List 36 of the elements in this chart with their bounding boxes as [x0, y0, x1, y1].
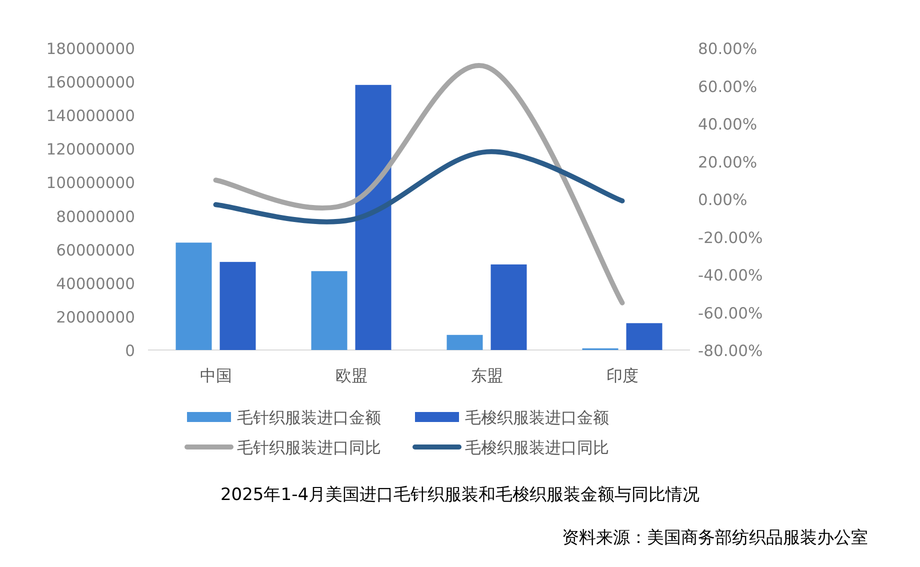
y-tick-label: 80000000 [56, 208, 135, 226]
y2-tick-label: 80.00% [698, 40, 758, 58]
x-tick-label: 中国 [200, 366, 232, 385]
bar [311, 271, 348, 350]
text: 2025年1-4月美国进口毛针织服装和毛梭织服装金额与同比情况 [220, 485, 700, 505]
y2-tick-label: -40.00% [698, 266, 763, 284]
x-tick-label: 东盟 [470, 366, 503, 385]
legend-label: 毛针织服装进口金额 [237, 408, 381, 427]
y-tick-label: 20000000 [56, 308, 135, 326]
y2-tick-label: 20.00% [698, 153, 758, 172]
y-tick-label: 100000000 [46, 174, 135, 192]
bar [446, 334, 483, 350]
bar [220, 262, 256, 350]
y-tick-label: 60000000 [56, 241, 135, 260]
y-tick-label: 120000000 [46, 140, 135, 159]
legend-label: 毛梭织服装进口金额 [465, 408, 609, 427]
y2-tick-label: 40.00% [698, 116, 758, 134]
bar [490, 264, 527, 350]
y-tick-label: 140000000 [46, 107, 135, 126]
bar [355, 84, 392, 350]
y2-tick-label: 0.00% [698, 191, 748, 209]
y-tick-label: 0 [125, 342, 135, 360]
text: 资料来源：美国商务部纺织品服装办公室 [562, 528, 868, 548]
y-tick-label: 180000000 [46, 40, 135, 58]
y-tick-label: 160000000 [46, 74, 135, 92]
x-tick-label: 欧盟 [335, 366, 368, 385]
legend-label: 毛针织服装进口同比 [237, 438, 381, 457]
y2-tick-label: -20.00% [698, 228, 763, 247]
y2-tick-label: -80.00% [698, 342, 763, 360]
legend-label: 毛梭织服装进口同比 [465, 438, 609, 457]
y2-tick-label: 60.00% [698, 78, 758, 96]
bar [626, 323, 662, 350]
y-tick-label: 40000000 [56, 274, 135, 293]
bar [176, 242, 212, 350]
y2-tick-label: -60.00% [698, 304, 763, 322]
x-tick-label: 印度 [606, 366, 638, 385]
